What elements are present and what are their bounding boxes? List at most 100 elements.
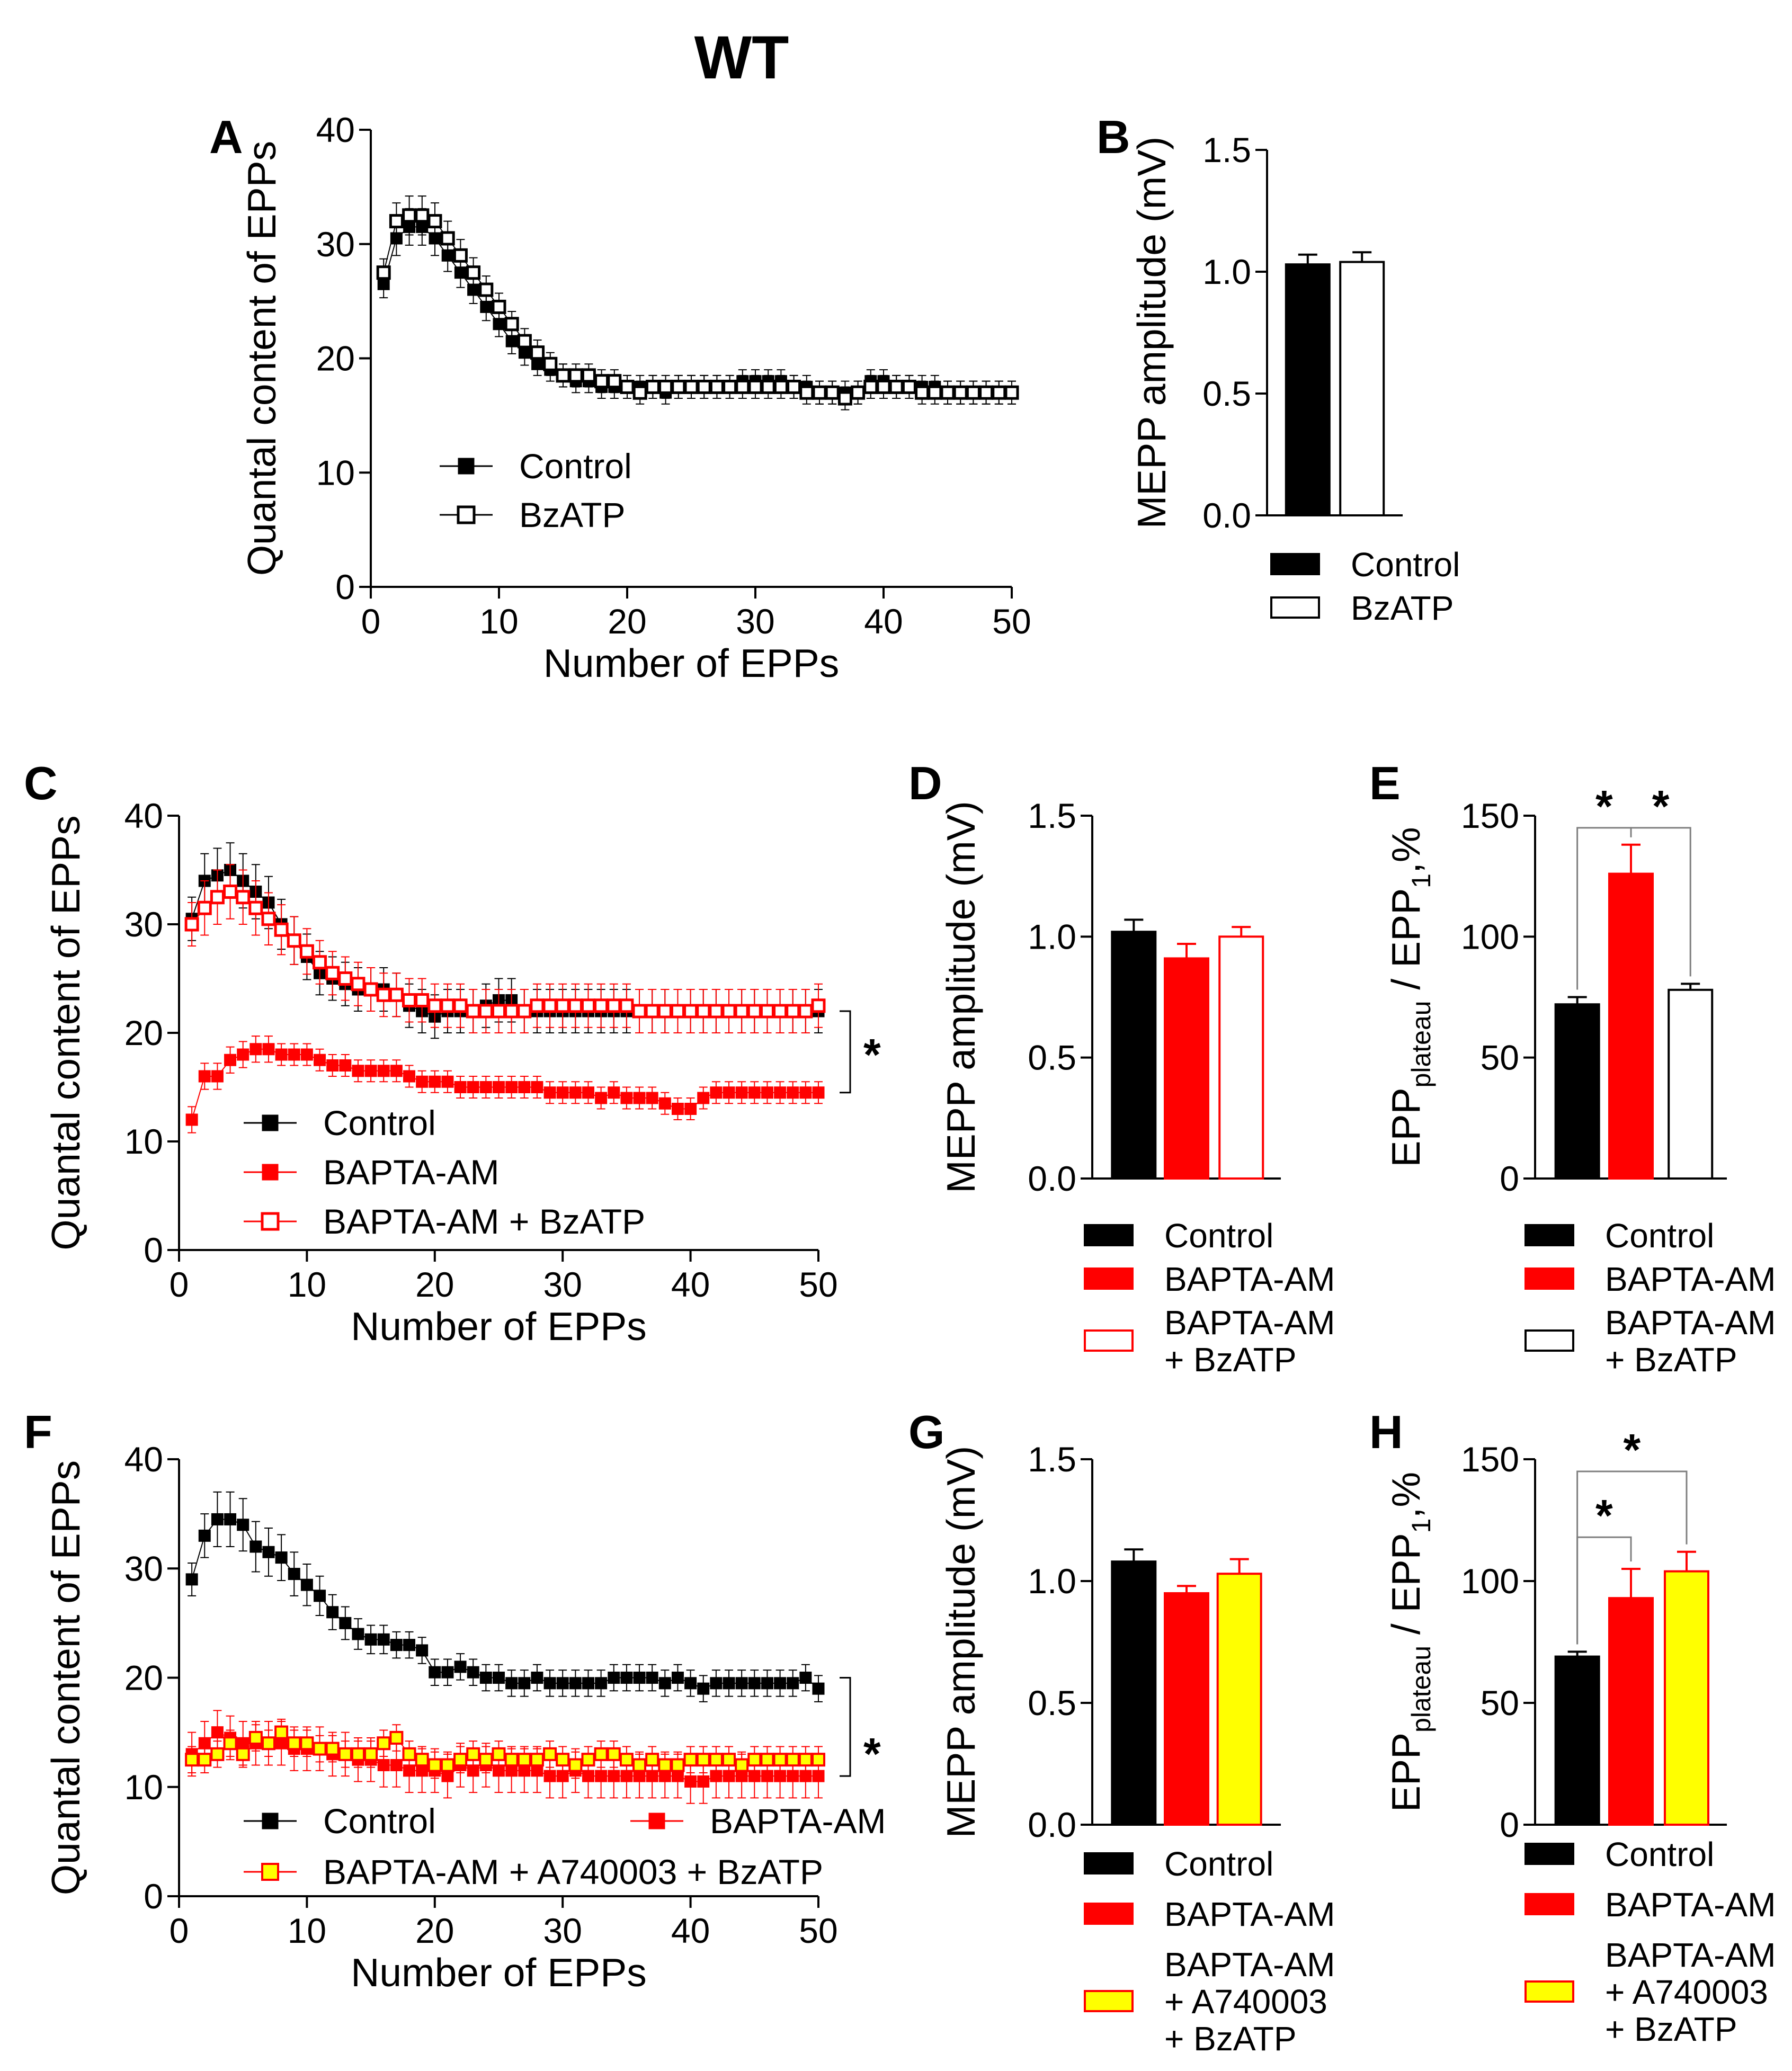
data-point — [683, 1753, 698, 1767]
data-point — [505, 1081, 518, 1093]
legend-label: + BzATP — [1164, 1341, 1297, 1379]
data-point — [658, 379, 673, 394]
data-point — [185, 1113, 198, 1126]
bar-bapta-am-bzatp — [1668, 988, 1714, 1180]
data-point — [249, 1540, 262, 1553]
series-line — [191, 1519, 819, 1690]
data-point — [658, 1677, 671, 1690]
data-point — [697, 1775, 710, 1788]
legend-label: BAPTA-AM — [710, 1801, 886, 1841]
y-axis-label-part: EPP — [1384, 1087, 1428, 1167]
legend-swatch — [1524, 1980, 1574, 2003]
chart-panel-B: B 0.0 0.5 1.0 1.5 MEPP amplitude (mV) Control B… — [1096, 111, 1460, 627]
data-point — [377, 1759, 390, 1771]
data-point — [863, 379, 878, 394]
legend-marker — [262, 1813, 279, 1829]
data-point — [530, 1753, 544, 1767]
data-point — [787, 379, 801, 394]
y-axis-label: Quantal content of EPPs — [43, 1460, 88, 1895]
legend-swatch — [1084, 1267, 1134, 1290]
significance-star: * — [1652, 781, 1670, 831]
data-point — [632, 385, 647, 400]
y-tick-label: 0.0 — [1028, 1805, 1076, 1844]
data-point — [684, 1775, 697, 1788]
y-axis-label: MEPP amplitude (mV) — [1129, 137, 1174, 529]
data-point — [185, 1753, 199, 1767]
data-point — [786, 1004, 800, 1019]
legend-swatch — [1524, 1267, 1574, 1290]
data-point — [300, 1048, 313, 1061]
data-point — [787, 1677, 799, 1690]
y-axis-label-part: / EPP — [1384, 1533, 1428, 1646]
data-point — [646, 1672, 658, 1684]
data-point — [236, 1747, 250, 1761]
legend-label: + BzATP — [1605, 2010, 1737, 2048]
data-point — [313, 955, 327, 970]
data-point — [723, 379, 737, 394]
data-point — [326, 1606, 339, 1619]
data-point — [620, 1672, 633, 1684]
x-tick-label: 30 — [543, 1265, 582, 1304]
data-point — [748, 1677, 761, 1690]
data-point — [390, 1639, 403, 1652]
data-point — [416, 1644, 429, 1657]
data-point — [619, 998, 634, 1013]
x-tick-label: 20 — [415, 1265, 454, 1304]
y-tick-label: 0 — [1500, 1805, 1519, 1844]
data-point — [773, 1004, 788, 1019]
series-line — [191, 891, 819, 1012]
legend-marker — [262, 1164, 279, 1181]
data-point — [262, 1546, 275, 1558]
data-point — [670, 1004, 685, 1019]
y-tick-label: 10 — [124, 1122, 163, 1161]
y-tick-label: 0.0 — [1028, 1159, 1076, 1198]
data-point — [594, 998, 609, 1013]
series-line — [191, 869, 818, 1017]
bar-bapta-am-a740003-bzatp — [1663, 1570, 1709, 1826]
significance-bracket — [840, 1010, 851, 1094]
panel-label: F — [24, 1406, 52, 1458]
data-point — [684, 379, 699, 394]
data-point — [427, 1758, 442, 1772]
data-point — [696, 1004, 711, 1019]
data-point — [760, 1753, 774, 1767]
legend-swatch — [1524, 1224, 1574, 1246]
data-point — [632, 1004, 647, 1019]
legend: Control BzATP — [440, 447, 632, 534]
panel-label: G — [908, 1406, 944, 1458]
x-tick-label: 50 — [992, 602, 1031, 641]
y-tick-label: 50 — [1481, 1683, 1519, 1722]
legend-label: + BzATP — [1164, 2020, 1297, 2058]
legend-swatch — [1084, 1329, 1134, 1352]
data-point — [556, 1086, 569, 1099]
data-point — [812, 1086, 825, 1099]
data-point — [504, 1753, 519, 1767]
data-point — [184, 917, 199, 932]
y-tick-label: 0.5 — [1028, 1683, 1076, 1722]
y-axis-label: EPPplateau / EPP1,% — [1384, 827, 1436, 1167]
data-point — [735, 1677, 748, 1690]
legend-marker — [262, 1114, 279, 1131]
bar-bapta-am — [1164, 957, 1209, 1180]
data-point — [735, 1086, 748, 1099]
data-point — [351, 977, 365, 992]
data-point — [275, 1048, 288, 1061]
legend-swatch — [1084, 1224, 1134, 1246]
data-point — [287, 933, 301, 948]
data-point — [915, 385, 930, 400]
y-tick-label: 30 — [316, 225, 355, 264]
data-point — [671, 379, 686, 394]
data-point — [646, 1092, 658, 1104]
y-tick-label: 40 — [124, 1440, 163, 1479]
data-point — [657, 1004, 672, 1019]
data-point — [595, 1092, 608, 1104]
chart-panel-A: A 0 10 20 30 40 0 10 20 30 40 50 Number of EPPs Quant… — [209, 110, 1031, 685]
data-point — [530, 998, 545, 1013]
data-point — [671, 1758, 685, 1772]
data-point — [645, 379, 660, 394]
data-point — [632, 1758, 647, 1772]
y-axis-label-subscript: plateau — [1406, 1646, 1436, 1733]
series-bzatp — [376, 195, 1019, 410]
series-control — [185, 1491, 825, 1702]
